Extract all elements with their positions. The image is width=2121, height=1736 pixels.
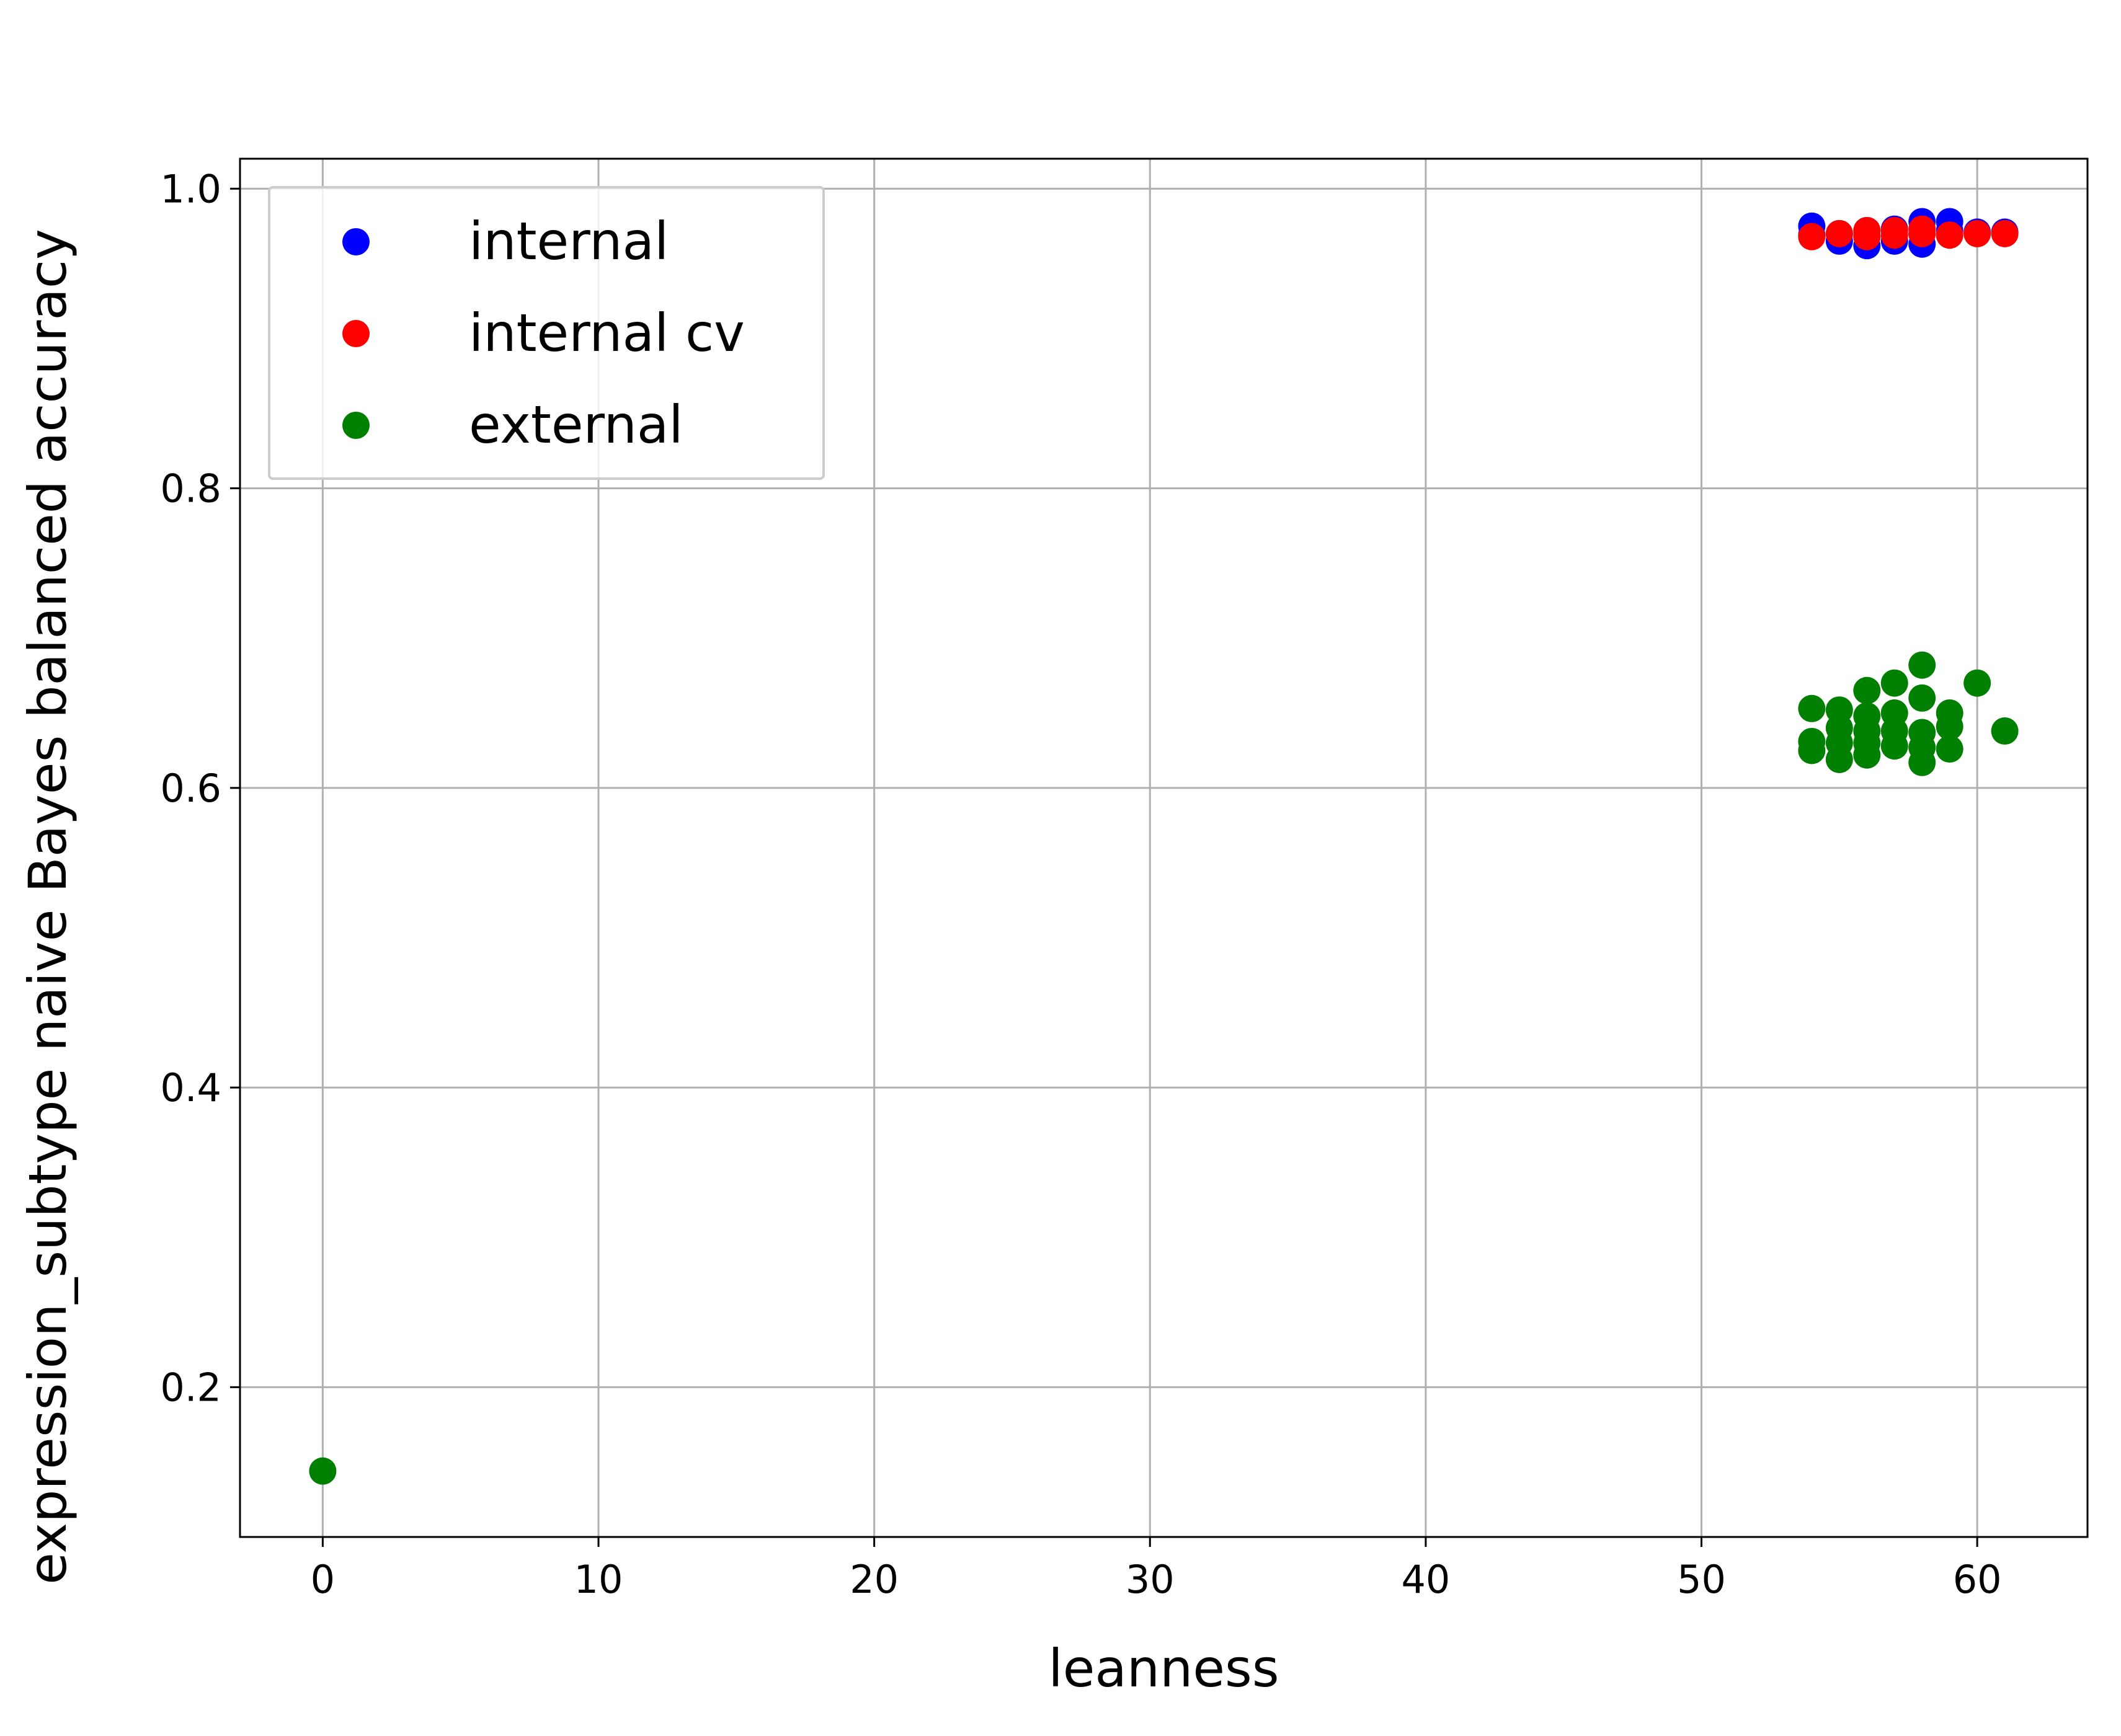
legend-marker-internal-cv — [342, 320, 370, 347]
x-tick-label: 20 — [850, 1557, 899, 1602]
point-external — [1853, 676, 1881, 704]
legend-label-internal-cv: internal cv — [469, 303, 745, 363]
legend-label-external: external — [469, 394, 683, 455]
x-tick-label: 30 — [1126, 1557, 1175, 1602]
point-external — [1936, 735, 1963, 763]
point-internal-cv — [1798, 223, 1826, 250]
point-external — [309, 1457, 337, 1485]
point-external — [1798, 737, 1826, 764]
point-external — [1991, 717, 2019, 745]
point-internal-cv — [1936, 221, 1963, 249]
legend: internal internal cv external — [268, 186, 825, 480]
point-internal-cv — [1825, 219, 1853, 247]
grid-lines — [240, 159, 2088, 1537]
x-tick-label: 50 — [1677, 1557, 1726, 1602]
point-external — [1880, 669, 1908, 697]
point-external — [1908, 651, 1936, 679]
legend-box — [268, 186, 825, 480]
point-external — [1936, 712, 1963, 740]
axis-ticks: 0 10 20 30 40 50 60 0.2 0.4 0.6 0.8 1.0 — [160, 166, 2001, 1602]
point-internal-cv — [1908, 215, 1936, 243]
point-internal-cv — [1853, 216, 1881, 244]
data-points — [309, 208, 2019, 1485]
x-tick-label: 60 — [1953, 1557, 2002, 1602]
plot-frame — [239, 157, 2089, 1538]
point-internal-cv — [1991, 219, 2019, 247]
y-tick-label: 0.2 — [160, 1365, 221, 1410]
legend-marker-internal — [342, 228, 370, 255]
point-external — [1798, 694, 1826, 722]
x-tick-label: 10 — [574, 1557, 623, 1602]
point-external — [1963, 669, 1991, 697]
legend-entries: internal internal cv external — [342, 211, 745, 455]
point-internal-cv — [1880, 216, 1908, 244]
legend-label-internal: internal — [469, 211, 669, 272]
y-tick-label: 0.8 — [160, 466, 221, 512]
y-tick-label: 0.4 — [160, 1065, 221, 1110]
x-tick-label: 40 — [1401, 1557, 1450, 1602]
point-external — [1825, 745, 1853, 773]
y-tick-label: 0.6 — [160, 766, 221, 811]
point-external — [1853, 741, 1881, 769]
y-axis-label: expression_subtype naive Bayes balanced … — [17, 229, 78, 1585]
point-external — [1880, 732, 1908, 760]
legend-marker-external — [342, 412, 370, 439]
point-internal-cv — [1963, 219, 1991, 247]
point-external — [1908, 684, 1936, 712]
x-axis-label: leanness — [1048, 1638, 1279, 1699]
y-tick-label: 1.0 — [160, 166, 221, 211]
x-tick-label: 0 — [311, 1557, 335, 1602]
point-external — [1908, 748, 1936, 776]
